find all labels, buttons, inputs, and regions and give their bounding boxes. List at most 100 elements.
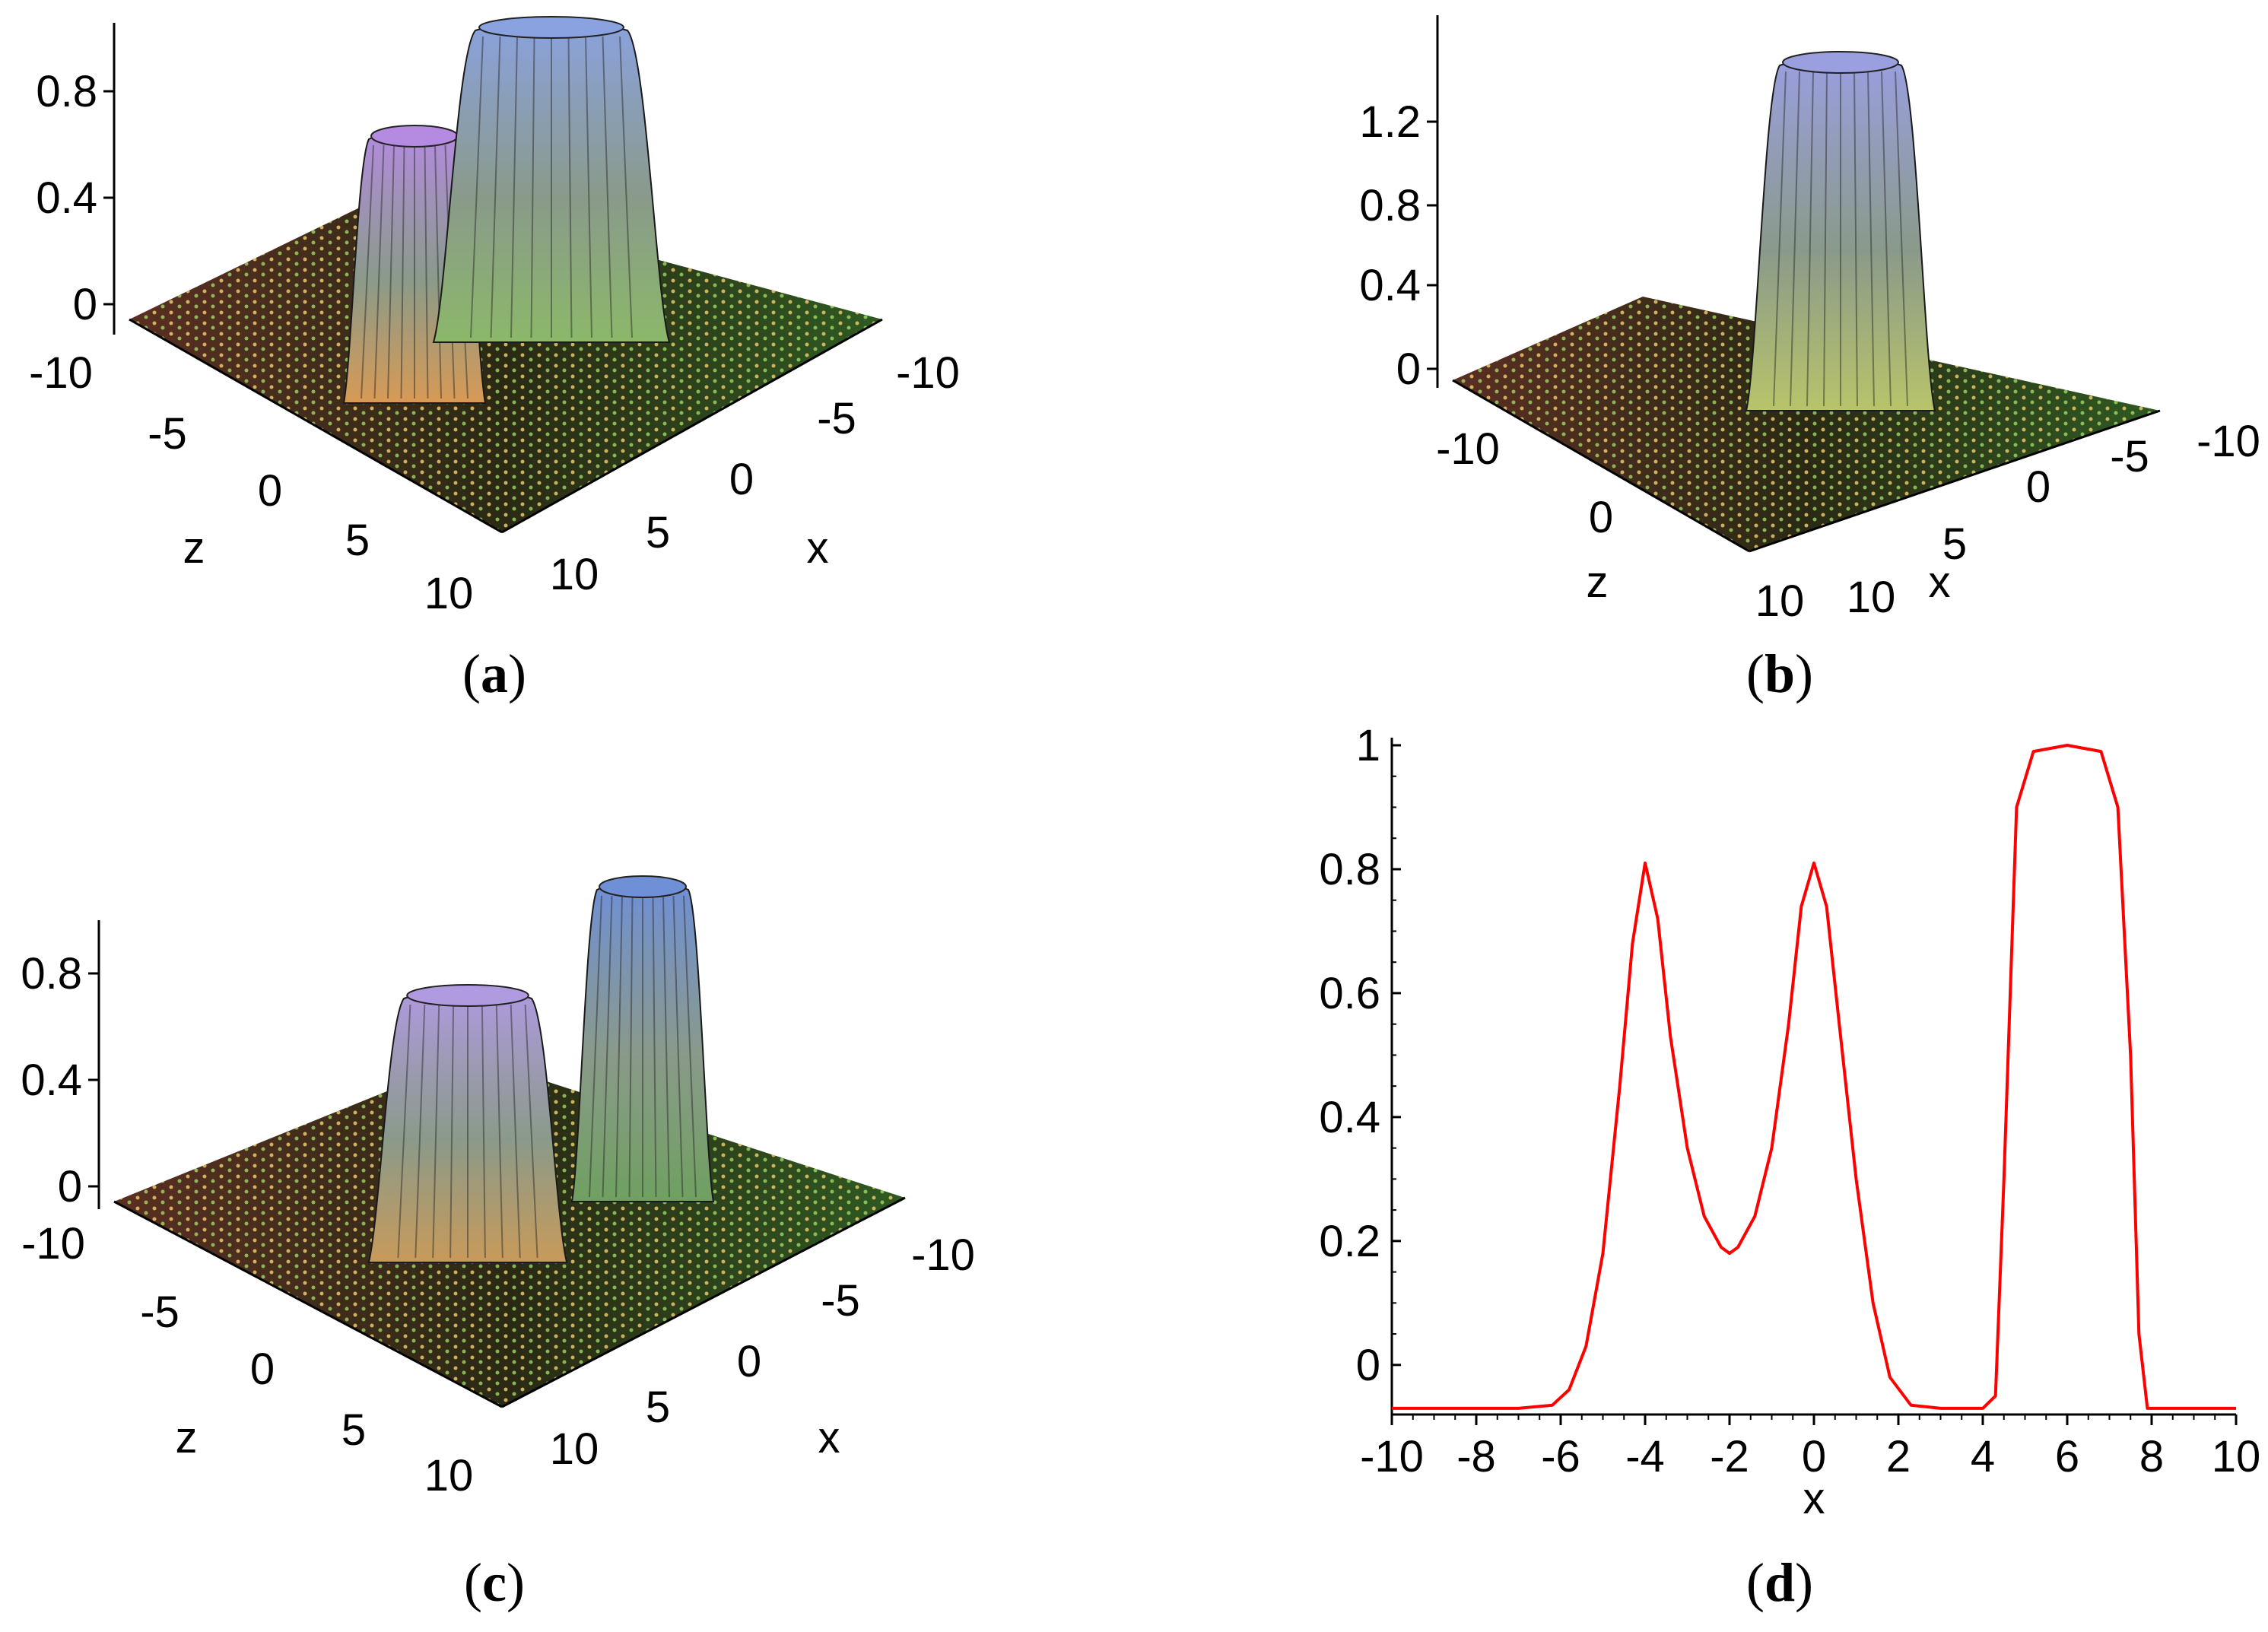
hump-mesh-line [1881,71,1892,407]
surface-plot-c: 0 0.4 0.8 -10 -5 0 5 10 10 5 0 -5 -10 z x [21,875,975,1500]
hump-mesh-line [662,895,670,1198]
hump-mesh-line [400,144,405,399]
hump-mesh-line [615,895,623,1198]
z-tick-label: 10 [424,1451,474,1500]
v-tick-label: 0.8 [21,949,82,999]
x-tick-label: 4 [1971,1432,1995,1481]
hump-mesh-line [387,144,395,399]
x-tick-label: -8 [1456,1432,1496,1481]
caption-c: (c) [464,1552,525,1613]
v-tick-label: 0 [58,1162,82,1211]
hump-mesh-line [1806,71,1814,407]
panel-c: 0 0.4 0.8 -10 -5 0 5 10 10 5 0 -5 -10 z x [0,821,1065,1544]
z-tick-label: -10 [21,1219,85,1268]
v-tick-label: 0.4 [1359,261,1421,310]
z-tick-label: 0 [250,1345,275,1394]
hump-mesh-line [449,1004,455,1259]
hump-mesh-line [1823,71,1828,407]
z-tick-label: -10 [29,348,93,398]
x-axis-label: x [1803,1474,1825,1523]
z-axis-line [1452,379,1750,553]
x-tick-label: -10 [1360,1432,1424,1481]
caption-d: (d) [1745,1552,1813,1613]
v-tick-label: 0.8 [1359,181,1421,230]
x-tick-label: -5 [821,1276,860,1326]
x-tick-label: 10 [1847,573,1896,622]
line-chart-d: 0 0.2 0.4 0.6 0.8 1 -10 -8 -6 -4 -2 0 2 4 6 8 10 x [1319,722,2261,1523]
z-tick-label: 0 [258,466,282,516]
y-tick-label: 0.8 [1319,845,1380,894]
v-tick-label: 0 [73,280,97,329]
x-tick-label: -2 [1710,1432,1749,1481]
panel-d: 0 0.2 0.4 0.6 0.8 1 -10 -8 -6 -4 -2 0 2 4 6 8 10 x [1293,722,2268,1551]
hump-mesh-line [619,36,633,338]
hump-top [478,16,624,39]
panel-b: 0 0.4 0.8 1.2 -10 0 10 10 5 0 -5 -10 z x [1217,0,2268,684]
hump-mesh-line [683,895,697,1198]
hump-mesh-line [1867,71,1875,407]
hump-mesh-line [1773,71,1787,407]
z-tick-label: 5 [345,516,370,565]
hump-mesh-line [672,895,684,1198]
z-axis-line [129,318,503,534]
z-tick-label: 5 [341,1405,366,1455]
x-tick-label: 0 [737,1337,761,1386]
y-tick-label: 1 [1356,722,1380,770]
hump-mesh-line [524,1004,538,1259]
x-axis-label: x [818,1413,840,1462]
x-axis-line [501,318,883,534]
x-tick-label: 10 [2212,1432,2261,1481]
hump-mesh-line [1853,71,1858,407]
hump-top [406,984,529,1007]
hump-mesh-line [602,895,613,1198]
x-tick-label: -6 [1541,1432,1580,1481]
z-tick-label: -5 [148,409,187,459]
x-tick-label: 10 [550,1424,599,1474]
hump-mesh-line [589,895,602,1198]
hump-mesh-line [510,36,518,338]
surface-floor-mesh [129,190,882,532]
v-tick-label: 0.4 [21,1056,82,1105]
surface-plot-a: 0 0.4 0.8 -10 -5 0 5 10 10 5 0 -5 -10 z x [29,16,960,618]
y-tick-label: 0.4 [1319,1093,1380,1142]
hump-mesh-line [481,1004,486,1259]
surface-floor-mesh [1453,297,2160,551]
x-tick-label: 0 [1802,1432,1826,1481]
hump-mesh-line [434,144,442,399]
x-axis-line [501,1196,906,1408]
x-tick-label: 5 [646,508,670,557]
z-axis-line [113,1200,503,1408]
hump-mesh-line [432,1004,440,1259]
hump-mesh-line [567,36,573,338]
hump-mesh-line [495,1004,503,1259]
hump-mesh-line [652,895,657,1198]
x-tick-label: 0 [2026,462,2050,512]
hump-top [1782,51,1899,74]
x-tick-label: -5 [2110,432,2149,481]
hump-mesh-line [1790,71,1800,407]
x-tick-label: 0 [729,455,754,504]
x-axis-line [1749,409,2161,553]
hump-mesh-line [397,1004,411,1259]
hump-mesh-line [628,895,634,1198]
hump-mesh-line [373,144,385,399]
hump-mesh-line [490,36,501,338]
z-tick-label: 10 [424,569,474,618]
v-tick-label: 0 [1396,344,1421,394]
hump-mesh-line [510,1004,521,1259]
x-axis-label: x [1929,557,1951,607]
hump-mesh-line [602,36,613,338]
surface-plot-b: 0 0.4 0.8 1.2 -10 0 10 10 5 0 -5 -10 z x [1359,15,2260,626]
hump-mesh-line [585,36,592,338]
panel-a: 0 0.4 0.8 -10 -5 0 5 10 10 5 0 -5 -10 z x [0,0,1065,684]
z-tick-label: -10 [1436,424,1500,474]
hump-mesh-line [1895,71,1908,407]
hump-mesh-line [470,36,484,338]
v-tick-label: 1.2 [1359,97,1421,147]
v-tick-label: 0.4 [36,173,97,223]
hump-top [599,875,687,898]
z-axis-label: z [1587,557,1609,607]
v-tick-label: 0.8 [36,67,97,116]
x-tick-label: 10 [550,550,599,599]
series-line-profile [1392,744,2236,1410]
